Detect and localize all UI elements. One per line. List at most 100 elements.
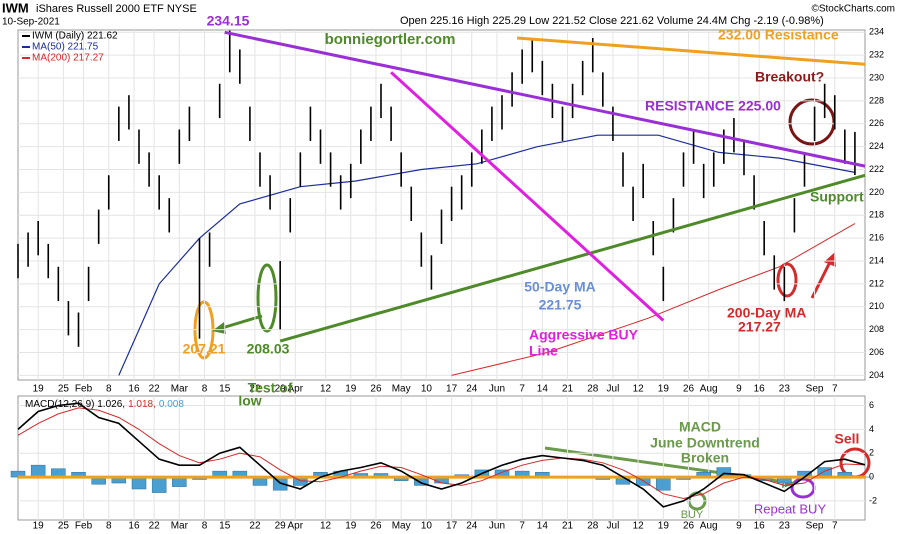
- y-tick-label: 220: [869, 187, 884, 197]
- y-tick-label: 210: [869, 301, 884, 311]
- y-tick-label: 232: [869, 50, 884, 60]
- histogram-bar: [656, 476, 671, 491]
- x-tick-label: 26: [683, 521, 695, 532]
- y-tick-label: 234: [869, 27, 884, 37]
- annotation: Breakout?: [755, 69, 824, 85]
- x-tick-label: 29: [275, 521, 287, 532]
- histogram-bar: [151, 476, 167, 493]
- x-tick-label: Aug: [700, 384, 718, 395]
- x-tick-label: 24: [466, 384, 478, 395]
- annotation: Repeat BUY: [754, 501, 827, 516]
- annotation: RESISTANCE 225.00: [645, 98, 781, 114]
- x-tick-label: Apr: [288, 521, 304, 532]
- x-tick-label: Mar: [171, 521, 189, 532]
- x-tick-label: 19: [345, 521, 357, 532]
- x-tick-label: 15: [219, 384, 231, 395]
- x-tick-label: 8: [202, 384, 208, 395]
- annotation: 232.00 Resistance: [718, 27, 839, 43]
- circle: [776, 262, 798, 298]
- y-tick-label: 206: [869, 347, 884, 357]
- y-tick-label: 214: [869, 255, 884, 265]
- x-tick-label: 16: [754, 521, 766, 532]
- x-tick-label: 28: [587, 521, 599, 532]
- x-tick-label: 10: [421, 521, 433, 532]
- y-tick-label: 2: [869, 448, 874, 458]
- x-tick-label: Sep: [806, 384, 824, 395]
- symbol: IWM: [2, 0, 29, 15]
- x-tick-label: 12: [633, 384, 645, 395]
- moving-average: [451, 223, 856, 376]
- annotation: 221.75: [539, 297, 582, 313]
- x-tick-label: Feb: [75, 384, 93, 395]
- trendline: [390, 71, 665, 322]
- annotation: bonniegortler.com: [325, 31, 456, 48]
- y-tick-label: 208: [869, 324, 884, 334]
- histogram-bar: [131, 476, 147, 490]
- x-tick-label: Jun: [489, 521, 505, 532]
- legend-entry: 0.008: [159, 399, 184, 410]
- x-tick-label: Sep: [806, 521, 824, 532]
- x-tick-label: 22: [249, 384, 261, 395]
- x-tick-label: 29: [275, 384, 287, 395]
- trendline: [516, 36, 866, 66]
- annotation: 217.27: [738, 319, 781, 335]
- annotation: Support: [810, 189, 864, 205]
- legend-entry: MACD(12,26,9) 1.026,: [25, 399, 125, 410]
- legend-entry: 1.018,: [128, 399, 156, 410]
- legend-entry: MA(50) 221.75: [32, 42, 99, 53]
- x-tick-label: Jun: [489, 384, 505, 395]
- x-tick-label: 26: [683, 384, 695, 395]
- x-tick-label: May: [392, 384, 411, 395]
- x-tick-label: 25: [58, 384, 70, 395]
- y-tick-label: 218: [869, 210, 884, 220]
- annotation: Test of: [248, 380, 293, 396]
- x-tick-label: Jul: [607, 521, 620, 532]
- x-tick-label: 7: [519, 521, 525, 532]
- x-tick-label: 26: [370, 384, 382, 395]
- x-tick-label: 9: [736, 384, 742, 395]
- annotation: MACD: [679, 419, 721, 435]
- annotation: Aggressive BUY: [529, 327, 639, 343]
- circle: [256, 263, 278, 333]
- annotation: low: [238, 393, 261, 409]
- y-tick-label: 230: [869, 72, 884, 82]
- arrowhead: [212, 322, 226, 334]
- x-tick-label: 23: [779, 521, 791, 532]
- y-tick-label: 216: [869, 233, 884, 243]
- x-tick-label: Apr: [288, 384, 304, 395]
- annotation: Broken: [681, 450, 729, 466]
- x-tick-label: 15: [219, 521, 231, 532]
- x-tick-label: 21: [562, 384, 574, 395]
- x-tick-label: May: [392, 521, 411, 532]
- x-tick-label: 10: [421, 384, 433, 395]
- x-tick-label: 22: [149, 521, 161, 532]
- annotation: 200-Day MA: [727, 305, 806, 321]
- legend-entry: MA(200) 217.27: [32, 53, 104, 64]
- annotation: 208.03: [247, 341, 290, 357]
- x-tick-label: 16: [128, 521, 140, 532]
- histogram-bar: [30, 464, 46, 478]
- x-tick-label: 9: [736, 521, 742, 532]
- x-tick-label: 19: [33, 384, 45, 395]
- x-tick-label: 22: [149, 384, 161, 395]
- legend-entry: IWM (Daily) 221.62: [32, 31, 118, 42]
- x-tick-label: 24: [466, 521, 478, 532]
- annotation: Sell: [835, 431, 860, 447]
- x-tick-label: 16: [128, 384, 140, 395]
- x-tick-label: 19: [345, 384, 357, 395]
- annotation: Line: [529, 343, 558, 359]
- x-tick-label: 7: [519, 384, 525, 395]
- y-tick-label: 224: [869, 141, 884, 151]
- price-panel: [17, 29, 866, 381]
- macd-panel: [17, 395, 866, 521]
- credit: ©StockCharts.com: [811, 4, 895, 15]
- x-tick-label: 7: [832, 384, 838, 395]
- arrowhead: [824, 252, 836, 267]
- x-tick-label: 19: [658, 384, 670, 395]
- quote: Open 225.16 High 225.29 Low 221.52 Close…: [400, 15, 824, 27]
- trendline: [279, 173, 866, 343]
- x-tick-label: 17: [446, 521, 458, 532]
- x-tick-label: Aug: [700, 521, 718, 532]
